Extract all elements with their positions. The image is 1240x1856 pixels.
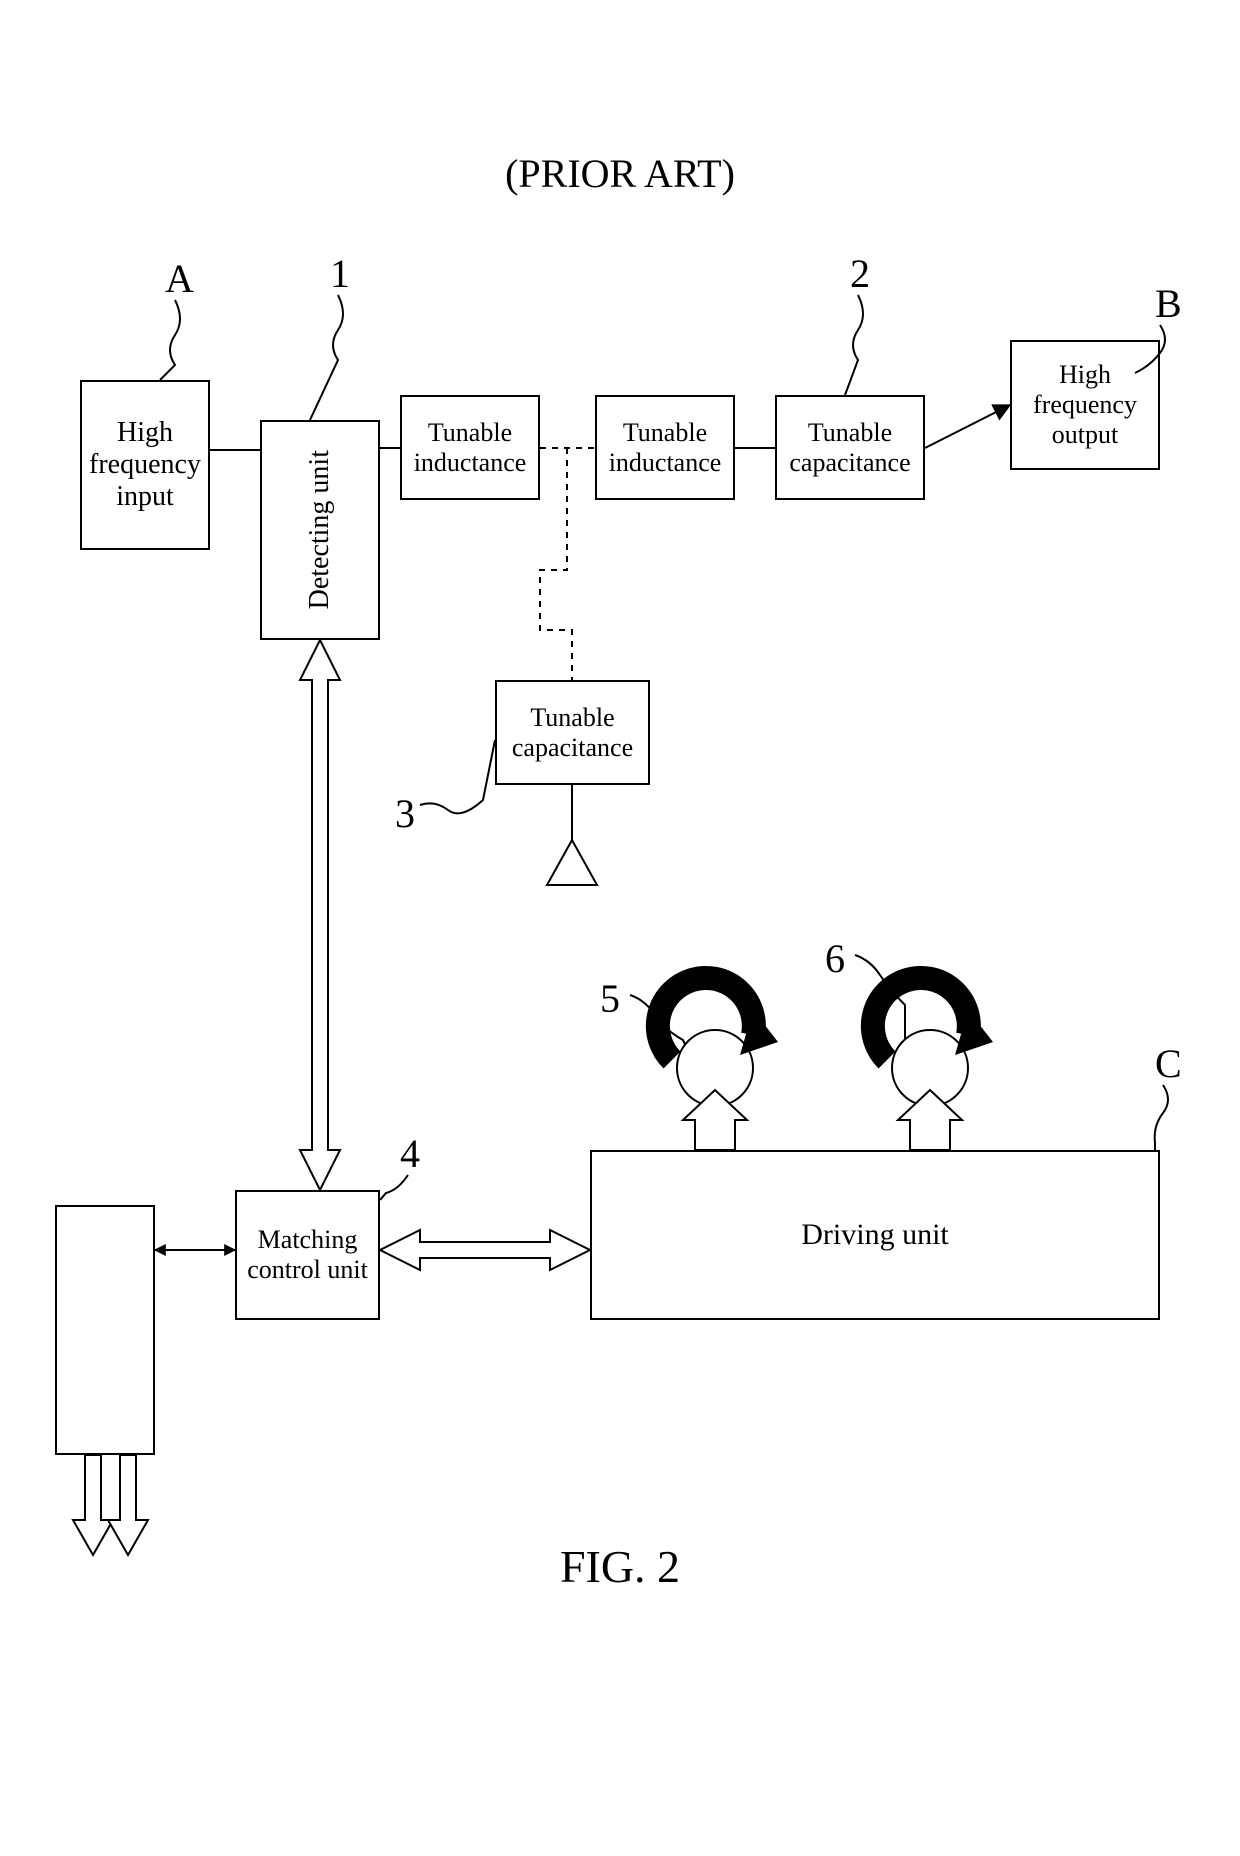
node-label: Detecting unit [304,450,336,609]
node-label: Matching control unit [247,1225,368,1285]
ref-B: B [1155,280,1182,327]
ref-1: 1 [330,250,350,297]
rotation-arrow-1 [658,978,778,1060]
node-label: High frequency output [1018,360,1152,450]
node-ind1: Tunable inductance [400,395,540,500]
hollow-arrow-drive-m2 [898,1090,962,1150]
node-hf-output: High frequency output [1010,340,1160,470]
node-label: Driving unit [801,1218,949,1253]
ref-6: 6 [825,935,845,982]
node-hf-input: High frequency input [80,380,210,550]
ref-2: 2 [850,250,870,297]
diagram-canvas: (PRIOR ART) High frequency input Detecti… [0,0,1240,1856]
ref-5: 5 [600,975,620,1022]
node-cap-series: Tunable capacitance [775,395,925,500]
node-label: Tunable capacitance [512,703,633,763]
node-label: Tunable capacitance [789,418,910,478]
ref-4: 4 [400,1130,420,1177]
motor-1 [677,1030,753,1106]
rotation-arrow-2 [873,978,993,1060]
node-ind2: Tunable inductance [595,395,735,500]
node-driving: Driving unit [590,1150,1160,1320]
node-label: Tunable inductance [414,418,527,478]
node-label: Tunable inductance [609,418,722,478]
node-matching: Matching control unit [235,1190,380,1320]
hollow-darrow-detect-match [300,640,340,1190]
node-label: High frequency input [89,417,201,514]
node-side-box [55,1205,155,1455]
prior-art-header: (PRIOR ART) [0,150,1240,197]
ref-3: 3 [395,790,415,837]
hollow-darrow-match-drive [380,1230,590,1270]
figure-caption: FIG. 2 [0,1540,1240,1593]
node-cap-shunt: Tunable capacitance [495,680,650,785]
hollow-arrow-drive-m1 [683,1090,747,1150]
motor-2 [892,1030,968,1106]
node-detecting: Detecting unit [260,420,380,640]
ref-A: A [165,255,194,302]
ref-C: C [1155,1040,1182,1087]
